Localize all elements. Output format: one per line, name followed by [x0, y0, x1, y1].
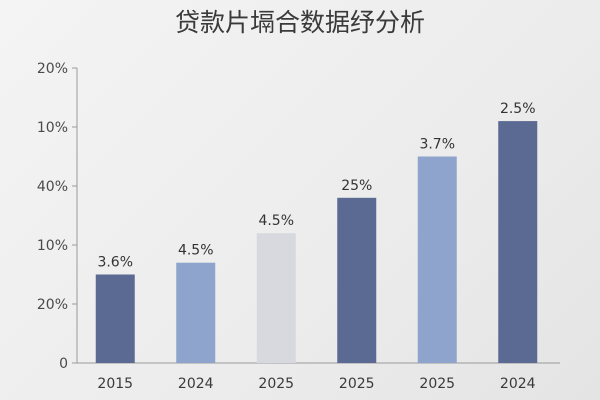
x-tick-label-4: 2025 [419, 376, 455, 392]
bar-1 [176, 262, 216, 363]
bar-3 [337, 197, 377, 363]
y-axis-ticks: 0 20% 10% 40% 10% 20% [37, 61, 77, 372]
x-tick-label-5: 2024 [500, 376, 536, 392]
x-tick-label-1: 2024 [178, 376, 214, 392]
data-labels-group: 3.6% 4.5% 4.5% 25% 3.7% 2.5% [97, 101, 535, 270]
data-label-2: 4.5% [258, 213, 294, 229]
bar-4 [417, 156, 457, 363]
y-tick-label: 0 [59, 356, 68, 372]
data-label-0: 3.6% [97, 255, 133, 271]
data-label-1: 4.5% [178, 243, 214, 259]
data-label-5: 2.5% [500, 101, 536, 117]
y-tick-label: 10% [37, 120, 68, 136]
x-tick-label-3: 2025 [339, 376, 375, 392]
y-tick-label: 20% [37, 297, 68, 313]
x-axis-ticks: 2015 2024 2025 2025 2025 2024 [97, 376, 535, 392]
y-tick-label: 40% [37, 179, 68, 195]
chart-title: 贷款片塥合数据纾分析 [175, 8, 425, 37]
bar-5 [498, 121, 538, 363]
bars-group [95, 121, 538, 363]
bar-0 [95, 274, 135, 363]
y-tick-label: 20% [37, 61, 68, 77]
x-tick-label-2: 2025 [258, 376, 294, 392]
x-tick-label-0: 2015 [97, 376, 133, 392]
y-tick-label: 10% [37, 238, 68, 254]
bar-2 [256, 233, 296, 363]
data-label-3: 25% [341, 178, 372, 194]
data-label-4: 3.7% [419, 137, 455, 153]
